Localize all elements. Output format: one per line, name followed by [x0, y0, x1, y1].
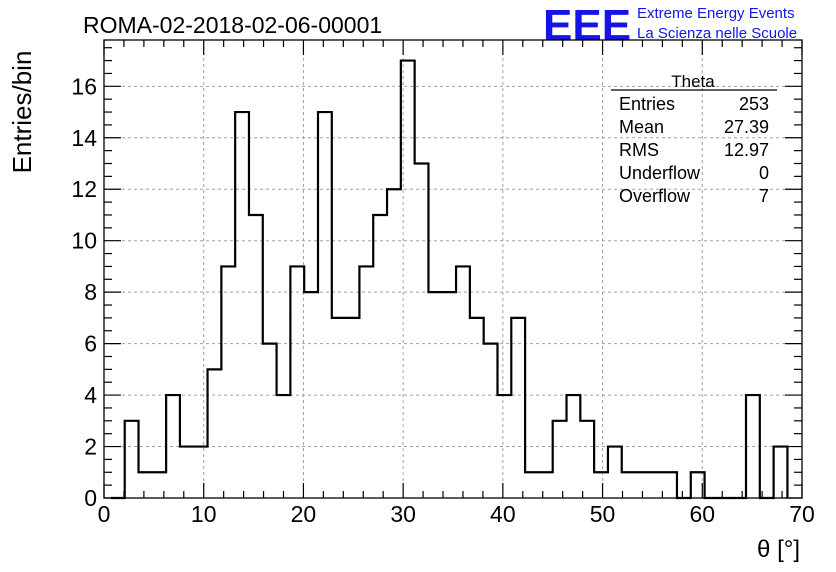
x-tick-labels: 0 10 20 30 40 50 60 70	[98, 501, 815, 527]
y-tick-labels: 0 2 4 6 8 10 12 14 16	[71, 73, 97, 511]
histogram-bin	[470, 318, 484, 498]
histogram-bin	[125, 421, 139, 498]
histogram-bin	[511, 318, 525, 498]
histogram-bin	[622, 472, 636, 498]
histogram-bin	[649, 472, 663, 498]
eee-logo-line1: Extreme Energy Events	[637, 5, 795, 22]
histogram-bin	[290, 266, 304, 498]
histogram-bin	[663, 472, 677, 498]
histogram-bin	[277, 395, 291, 498]
x-tick-label: 40	[490, 501, 516, 527]
histogram-bin	[221, 266, 235, 498]
y-tick-label: 12	[71, 176, 97, 202]
stats-box: Theta Entries 253 Mean 27.39 RMS 12.97 Underfl…	[611, 72, 777, 206]
histogram-bin	[525, 472, 539, 498]
histogram-bin	[594, 472, 608, 498]
y-axis-label: Entries/bin	[7, 51, 37, 174]
histogram-bin	[208, 369, 222, 498]
eee-logo-text: EEE	[543, 1, 631, 50]
y-tick-label: 16	[71, 73, 97, 99]
y-tick-label: 8	[84, 279, 97, 305]
stats-row-value: 27.39	[724, 117, 769, 137]
x-tick-label: 0	[98, 501, 111, 527]
y-tick-label: 6	[84, 331, 97, 357]
histogram-bin	[180, 447, 194, 498]
histogram-bin	[401, 61, 415, 498]
stats-title: Theta	[671, 72, 715, 91]
histogram-bin	[373, 215, 387, 498]
eee-logo: EEE Extreme Energy Events La Scienza nel…	[543, 1, 797, 50]
histogram-bin	[194, 447, 208, 498]
histogram-bin	[456, 266, 470, 498]
histogram-bin	[580, 421, 594, 498]
stats-row-label: Underflow	[619, 163, 701, 183]
histogram-bin	[304, 292, 318, 498]
histogram-bin	[774, 447, 788, 498]
stats-row-label: RMS	[619, 140, 659, 160]
stats-row-value: 253	[739, 94, 769, 114]
stats-row-value: 0	[759, 163, 769, 183]
stats-row-label: Mean	[619, 117, 664, 137]
y-tick-label: 4	[84, 382, 97, 408]
plot-frame	[103, 39, 803, 499]
histogram-bin	[608, 447, 622, 498]
y-tick-label: 14	[71, 125, 97, 151]
stats-row-label: Entries	[619, 94, 675, 114]
histogram-bin	[359, 266, 373, 498]
x-tick-label: 70	[789, 501, 815, 527]
histogram-bin	[166, 395, 180, 498]
histogram-bin	[332, 318, 346, 498]
histogram-bin	[235, 112, 249, 498]
histogram-bin	[415, 164, 429, 498]
histogram-bin	[263, 344, 277, 498]
histogram-bin	[139, 472, 153, 498]
histogram-bin	[387, 189, 401, 498]
histogram-bin	[746, 395, 760, 498]
histogram-bin	[567, 395, 581, 498]
histogram-bin	[484, 344, 498, 498]
eee-logo-line2: La Scienza nelle Scuole	[637, 25, 797, 42]
histogram-bin	[346, 318, 360, 498]
stats-rows: Entries 253 Mean 27.39 RMS 12.97 Underflow 0 Ove…	[619, 94, 769, 206]
histogram-bin	[539, 472, 553, 498]
x-axis-label: θ [°]	[757, 536, 800, 563]
x-tick-label: 10	[191, 501, 217, 527]
axis-ticks	[103, 40, 803, 499]
chart-title: ROMA-02-2018-02-06-00001	[83, 12, 382, 38]
stats-row-value: 12.97	[724, 140, 769, 160]
x-tick-label: 50	[590, 501, 616, 527]
y-tick-label: 10	[71, 228, 97, 254]
histogram-bin	[497, 395, 511, 498]
y-tick-label: 2	[84, 434, 97, 460]
histogram-bin	[553, 421, 567, 498]
x-tick-label: 60	[689, 501, 715, 527]
histogram-bin	[428, 292, 442, 498]
histogram-bin	[318, 112, 332, 498]
histogram-outline	[110, 59, 789, 500]
stats-row-label: Overflow	[619, 186, 691, 206]
y-tick-label: 0	[84, 485, 97, 511]
histogram-bin	[442, 292, 456, 498]
histogram-bin	[249, 215, 263, 498]
stats-row-value: 7	[759, 186, 769, 206]
histogram-bars	[110, 59, 789, 500]
x-tick-label: 20	[291, 501, 317, 527]
x-tick-label: 30	[390, 501, 416, 527]
